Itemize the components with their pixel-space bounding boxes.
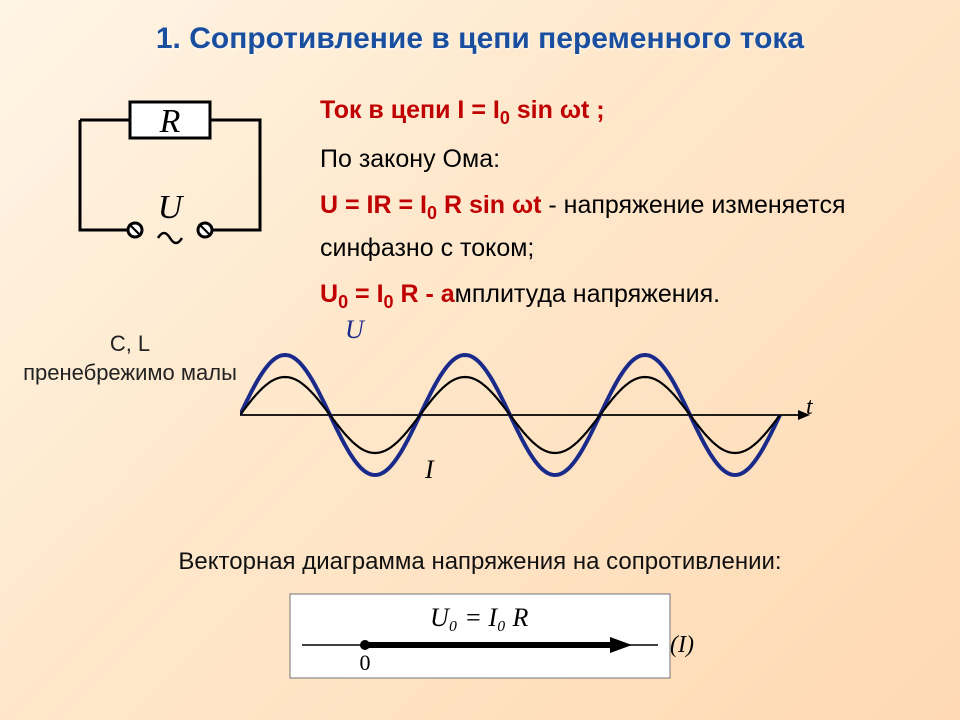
t-axis-label: t [806, 394, 814, 420]
vector-label-top: U₀ = I₀ R [430, 603, 529, 632]
formula-line-4: U0 = I0 R - амплитуда напряжения. [320, 274, 920, 317]
formula-line-2: По закону Ома: [320, 139, 920, 179]
circuit-diagram: R U [60, 90, 280, 270]
vector-caption: Векторная диаграмма напряжения на сопрот… [0, 548, 960, 576]
vector-label-end: (I) [670, 632, 694, 658]
circuit-label-u: U [158, 189, 185, 226]
vector-label-origin: 0 [360, 650, 371, 675]
note-cl: C, L пренебрежимо малы [20, 330, 240, 387]
page-title: 1. Сопротивление в цепи переменного тока [0, 22, 960, 56]
formula-line-3: U = IR = I0 R sin ωt - напряжение изменя… [320, 185, 920, 268]
sine-label-u: U [345, 320, 366, 344]
ac-symbol [158, 233, 182, 243]
formula-line-1: Ток в цепи I = I0 sin ωt ; [320, 90, 920, 133]
vector-diagram: U₀ = I₀ R 0 (I) [230, 590, 730, 690]
sine-label-i: I [424, 455, 435, 484]
sine-graph: t U I [240, 320, 820, 510]
vector-origin-dot [360, 640, 370, 650]
circuit-label-r: R [159, 103, 181, 140]
formula-block: Ток в цепи I = I0 sin ωt ; По закону Ома… [320, 90, 920, 322]
